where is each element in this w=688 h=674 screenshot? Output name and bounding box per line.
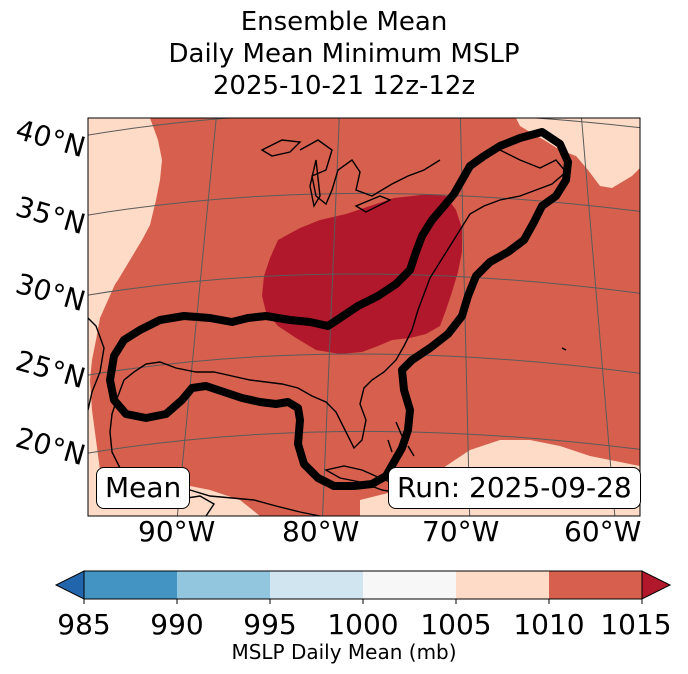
colorbar: 985 990 995 1000 1005 1010 1015 [54, 570, 672, 641]
colorbar-bin-985-990 [84, 571, 177, 599]
title-line-3: 2025-10-21 12z-12z [212, 71, 476, 101]
coast-lake-erie [354, 195, 392, 213]
parallel-35n [88, 192, 640, 216]
title-line-2: Daily Mean Minimum MSLP [168, 39, 520, 69]
map-frame [87, 117, 641, 517]
colorbar-bin-995-1000 [270, 571, 363, 599]
coast-lake-superior [260, 139, 302, 157]
colorbar-under-arrow [54, 570, 85, 600]
colorbar-tick-1005: 1005 [420, 608, 491, 641]
coast-bermuda [561, 347, 567, 351]
lon-label-70w: 70°W [422, 515, 499, 548]
lon-label-90w: 90°W [138, 515, 215, 548]
threshold-contour [106, 128, 572, 490]
coast-lake-michigan [309, 159, 321, 208]
colorbar-tick-1010: 1010 [513, 608, 584, 641]
run-date-label-box: Run: 2025-09-28 [388, 467, 641, 509]
field-1005-1010-west-top [88, 118, 162, 330]
lat-label-40n: 40°N [12, 113, 89, 164]
parallel-40n [88, 118, 640, 136]
lon-label-80w: 80°W [282, 515, 359, 548]
colorbar-tick-990: 990 [150, 608, 203, 641]
colorbar-bin-1010-1015 [549, 571, 642, 599]
mean-label-box: Mean [96, 467, 191, 509]
lat-labels: 40°N 35°N 30°N 25°N 20°N [12, 113, 89, 472]
colorbar-tick-1015: 1015 [600, 608, 671, 641]
colorbar-tick-marks [83, 599, 643, 604]
colorbar-bin-990-995 [177, 571, 270, 599]
parallel-30n [88, 273, 640, 296]
colorbar-tick-1000: 1000 [327, 608, 398, 641]
title-line-1: Ensemble Mean [240, 7, 448, 37]
colorbar-over-arrow [641, 570, 672, 600]
coast-bahamas [387, 421, 415, 457]
parallel-25n [88, 353, 640, 376]
lon-labels: 90°W 80°W 70°W 60°W [138, 515, 641, 548]
meridian-60w [581, 118, 616, 516]
lat-label-25n: 25°N [12, 344, 89, 395]
colorbar-tick-985: 985 [57, 608, 110, 641]
lat-label-20n: 20°N [12, 421, 89, 472]
lat-label-30n: 30°N [12, 267, 89, 318]
lat-label-35n: 35°N [12, 190, 89, 241]
coast-great-lakes [299, 139, 441, 206]
map-panel [88, 118, 640, 516]
lon-label-60w: 60°W [564, 515, 641, 548]
colorbar-bin-1005-1010 [456, 571, 549, 599]
colorbar-bin-1000-1005 [363, 571, 456, 599]
coast-mexico [88, 317, 105, 411]
colorbar-label: MSLP Daily Mean (mb) [231, 640, 457, 664]
colorbar-tick-995: 995 [243, 608, 296, 641]
